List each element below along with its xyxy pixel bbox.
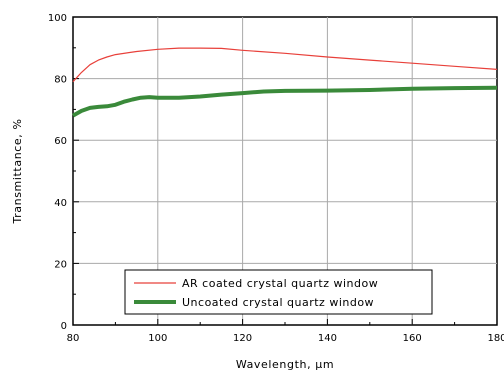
y-axis-label: Transmittance, % [11, 118, 24, 224]
legend-label-uncoated: Uncoated crystal quartz window [182, 296, 374, 309]
x-tick-label: 100 [148, 333, 167, 344]
series-line-uncoated [72, 85, 498, 118]
y-tick-label: 40 [54, 198, 67, 209]
x-tick-label: 80 [67, 333, 80, 344]
legend: AR coated crystal quartz window Uncoated… [124, 269, 433, 315]
x-tick-label: 140 [318, 333, 337, 344]
y-tick-label: 100 [48, 13, 67, 24]
y-tick-label: 0 [61, 321, 67, 332]
y-tick-label: 20 [54, 259, 67, 270]
x-tick-label: 160 [403, 333, 422, 344]
series-line-ar-coated [72, 47, 498, 83]
tick-labels: 80 100 120 140 160 180 0 20 40 60 80 100 [48, 13, 504, 344]
legend-label-ar-coated: AR coated crystal quartz window [182, 277, 378, 290]
y-tick-label: 60 [54, 136, 67, 147]
series-lines [72, 47, 498, 118]
legend-box [124, 269, 433, 315]
x-axis-label: Wavelength, µm [236, 358, 334, 371]
axis-ticks [72, 16, 498, 326]
x-tick-label: 120 [233, 333, 252, 344]
y-tick-label: 80 [54, 75, 67, 86]
x-tick-label: 180 [487, 333, 504, 344]
